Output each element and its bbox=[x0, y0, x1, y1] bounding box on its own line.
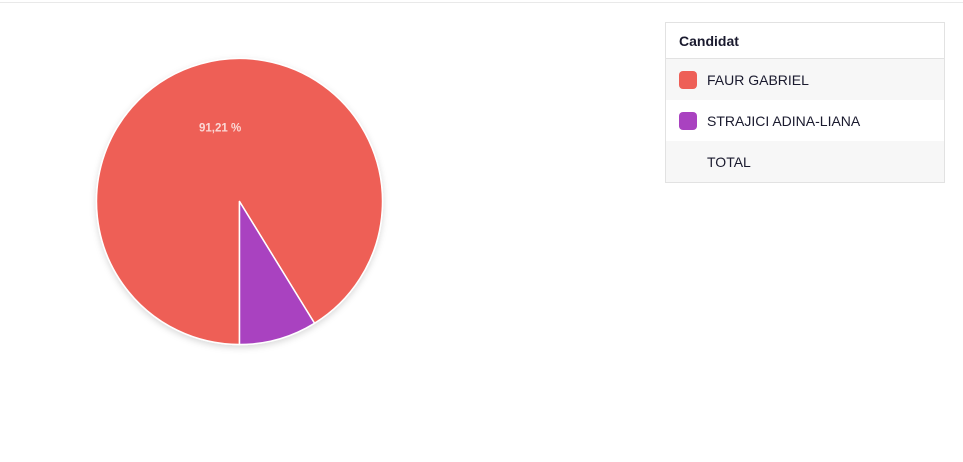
svg-text:91,21 %: 91,21 % bbox=[199, 123, 241, 135]
